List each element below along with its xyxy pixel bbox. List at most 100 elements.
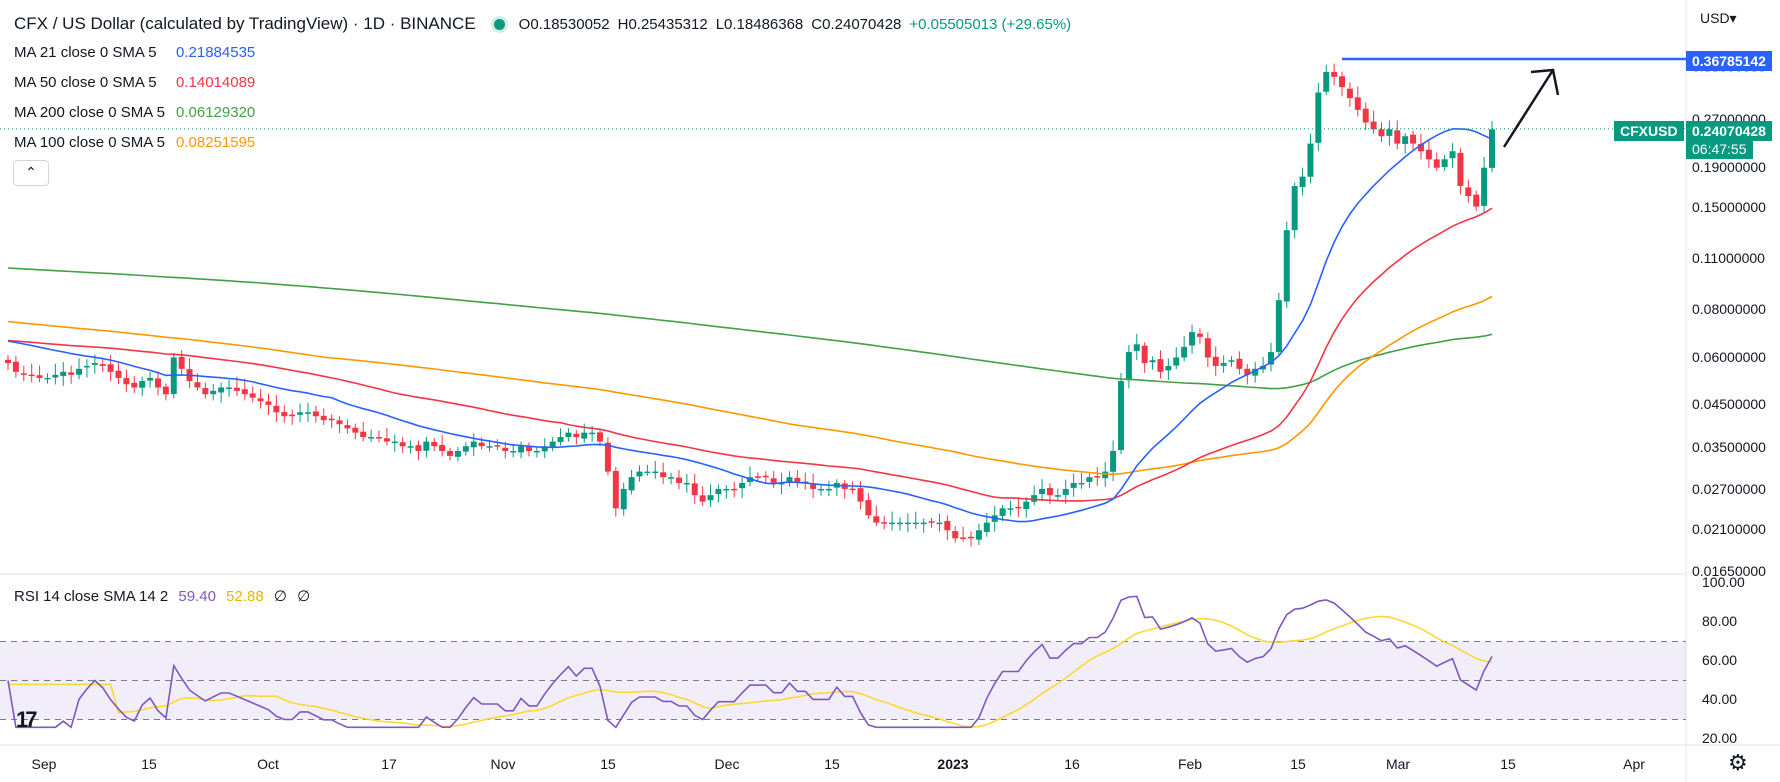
candle-body xyxy=(162,386,169,395)
candle-body xyxy=(439,444,446,451)
candle-body xyxy=(1157,359,1164,372)
candle-body xyxy=(20,373,27,375)
candle-body xyxy=(825,488,832,491)
candle-body xyxy=(597,432,604,442)
candle-body xyxy=(1283,230,1290,302)
candle-body xyxy=(257,398,264,402)
candle-body xyxy=(533,450,540,453)
candle-body xyxy=(589,432,596,435)
candle-body xyxy=(107,364,114,372)
price-axis-label: 0.04500000 xyxy=(1692,396,1766,412)
candle-body xyxy=(5,359,11,364)
candle-body xyxy=(28,374,35,377)
time-axis-label: Sep xyxy=(31,756,57,772)
candle-body xyxy=(675,477,682,483)
ohlc-value: 0.25435312 xyxy=(628,15,708,33)
rsi-sma-value: 52.88 xyxy=(226,588,264,605)
candle-body xyxy=(1417,144,1424,152)
candle-body xyxy=(320,415,327,421)
candle-body xyxy=(920,522,927,525)
candle-body xyxy=(644,471,651,474)
candle-body xyxy=(1457,152,1464,187)
candle-body xyxy=(249,393,256,398)
ma21-line xyxy=(7,128,1493,523)
candle-body xyxy=(999,508,1006,516)
candle-body xyxy=(1220,363,1227,366)
candle-body xyxy=(344,425,351,429)
candle-body xyxy=(1386,129,1393,136)
candle-body xyxy=(1133,344,1140,351)
candle-body xyxy=(525,445,532,451)
candle-body xyxy=(1118,381,1124,451)
candle-body xyxy=(889,522,896,525)
candle-body xyxy=(131,382,138,388)
settings-gear-icon[interactable]: ⚙ xyxy=(1728,750,1748,775)
candle-body xyxy=(99,364,106,366)
candle-body xyxy=(194,382,201,388)
candle-body xyxy=(1102,471,1109,479)
candle-body xyxy=(849,488,856,491)
candle-body xyxy=(1007,508,1014,510)
candle-body xyxy=(1070,482,1077,488)
candle-body xyxy=(1054,495,1061,497)
ma-legend-item[interactable]: MA 200 close 0 SMA 5 0.06129320 xyxy=(14,104,255,121)
candle-body xyxy=(1489,129,1495,168)
candle-body xyxy=(123,378,130,385)
ma-legend-label: MA 100 close 0 SMA 5 xyxy=(14,134,165,151)
rsi-empty-1: ∅ xyxy=(273,588,287,605)
candle-body xyxy=(202,388,209,395)
candle-body xyxy=(1362,108,1369,123)
candle-body xyxy=(628,477,635,491)
candle-body xyxy=(975,530,982,540)
time-axis-label: 17 xyxy=(381,756,397,772)
rsi-legend-label[interactable]: RSI 14 close SMA 14 2 xyxy=(14,588,169,605)
candle-body xyxy=(1378,129,1385,137)
candle-body xyxy=(312,411,319,417)
candle-body xyxy=(154,378,161,388)
ohlc-values: O0.18530052 H0.25435312 L0.18486368 C0.2407… xyxy=(519,16,1080,33)
candle-body xyxy=(573,433,580,438)
candle-body xyxy=(1062,488,1069,495)
candle-body xyxy=(928,521,935,523)
candle-body xyxy=(1181,346,1188,358)
candle-body xyxy=(178,356,185,369)
ma-legend-item[interactable]: MA 100 close 0 SMA 5 0.08251595 xyxy=(14,134,255,151)
candle-body xyxy=(423,441,430,451)
candle-body xyxy=(604,442,611,472)
candle-body xyxy=(415,445,422,451)
time-axis-label: 15 xyxy=(1500,756,1516,772)
candle-body xyxy=(1402,136,1409,144)
rsi-axis-label: 80.00 xyxy=(1702,613,1738,629)
candle-body xyxy=(368,437,375,439)
candle-body xyxy=(857,488,864,502)
time-axis-label: Dec xyxy=(714,756,740,772)
candle-body xyxy=(1465,187,1472,197)
candle-body xyxy=(68,372,75,375)
candle-body xyxy=(1433,159,1440,168)
ma-legend-item[interactable]: MA 21 close 0 SMA 5 0.21884535 xyxy=(14,44,255,61)
ohlc-value: 0.24070428 xyxy=(822,15,902,33)
tradingview-logo[interactable]: 17 xyxy=(16,707,38,732)
currency-selector[interactable]: USD▾ xyxy=(1700,10,1737,26)
time-axis-label: 2023 xyxy=(937,756,969,772)
price-axis-label: 0.01650000 xyxy=(1692,563,1766,579)
candle-body xyxy=(707,495,714,501)
symbol-title[interactable]: CFX / US Dollar (calculated by TradingVi… xyxy=(14,14,476,33)
price-axis-label: 0.02700000 xyxy=(1692,481,1766,497)
trend-arrow xyxy=(1502,69,1555,148)
candle-body xyxy=(139,381,146,388)
ma50-line xyxy=(7,207,1493,502)
candle-body xyxy=(739,482,746,489)
candle-body xyxy=(12,361,19,372)
ma-legend-item[interactable]: MA 50 close 0 SMA 5 0.14014089 xyxy=(14,74,255,91)
rsi-legend: RSI 14 close SMA 14 2 59.40 52.88 ∅ ∅ xyxy=(14,587,316,605)
collapse-legend-button[interactable]: ⌃ xyxy=(13,160,49,186)
market-status-dot xyxy=(493,18,505,30)
candle-body xyxy=(1078,482,1085,485)
candle-body xyxy=(447,451,454,456)
candle-body xyxy=(1094,476,1101,478)
rsi-axis-label: 40.00 xyxy=(1702,691,1738,707)
rsi-axis-label: 100.00 xyxy=(1702,574,1745,590)
candle-body xyxy=(115,370,122,378)
